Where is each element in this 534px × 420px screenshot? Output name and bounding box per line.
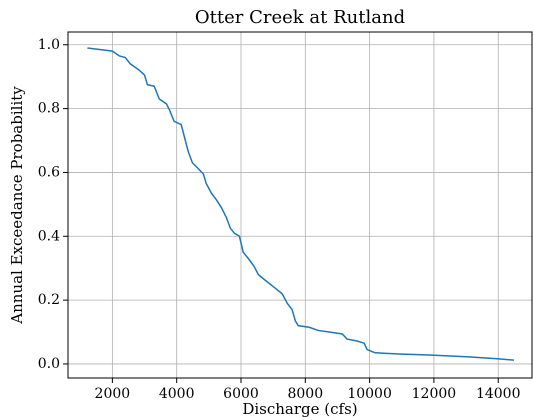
- y-tick-label: 0.6: [38, 164, 60, 180]
- x-tick-label: 12000: [412, 386, 457, 402]
- x-tick-label: 10000: [347, 386, 392, 402]
- data-line: [87, 47, 515, 361]
- x-tick-label: 8000: [287, 386, 323, 402]
- plot-frame: [67, 31, 533, 379]
- y-axis-label: Annual Exceedance Probability: [8, 86, 26, 325]
- x-tick-label: 14000: [476, 386, 521, 402]
- y-tick-label: 0.4: [38, 228, 60, 244]
- y-tick-label: 0.2: [38, 292, 60, 308]
- chart-title: Otter Creek at Rutland: [195, 7, 405, 28]
- y-tick-label: 0.8: [38, 101, 60, 117]
- x-tick-label: 4000: [159, 386, 195, 402]
- x-tick-label: 6000: [223, 386, 259, 402]
- y-tick-label: 0.0: [38, 356, 60, 372]
- x-tick-label: 2000: [95, 386, 131, 402]
- x-axis-label: Discharge (cfs): [242, 400, 357, 418]
- y-tick-label: 1.0: [38, 37, 60, 53]
